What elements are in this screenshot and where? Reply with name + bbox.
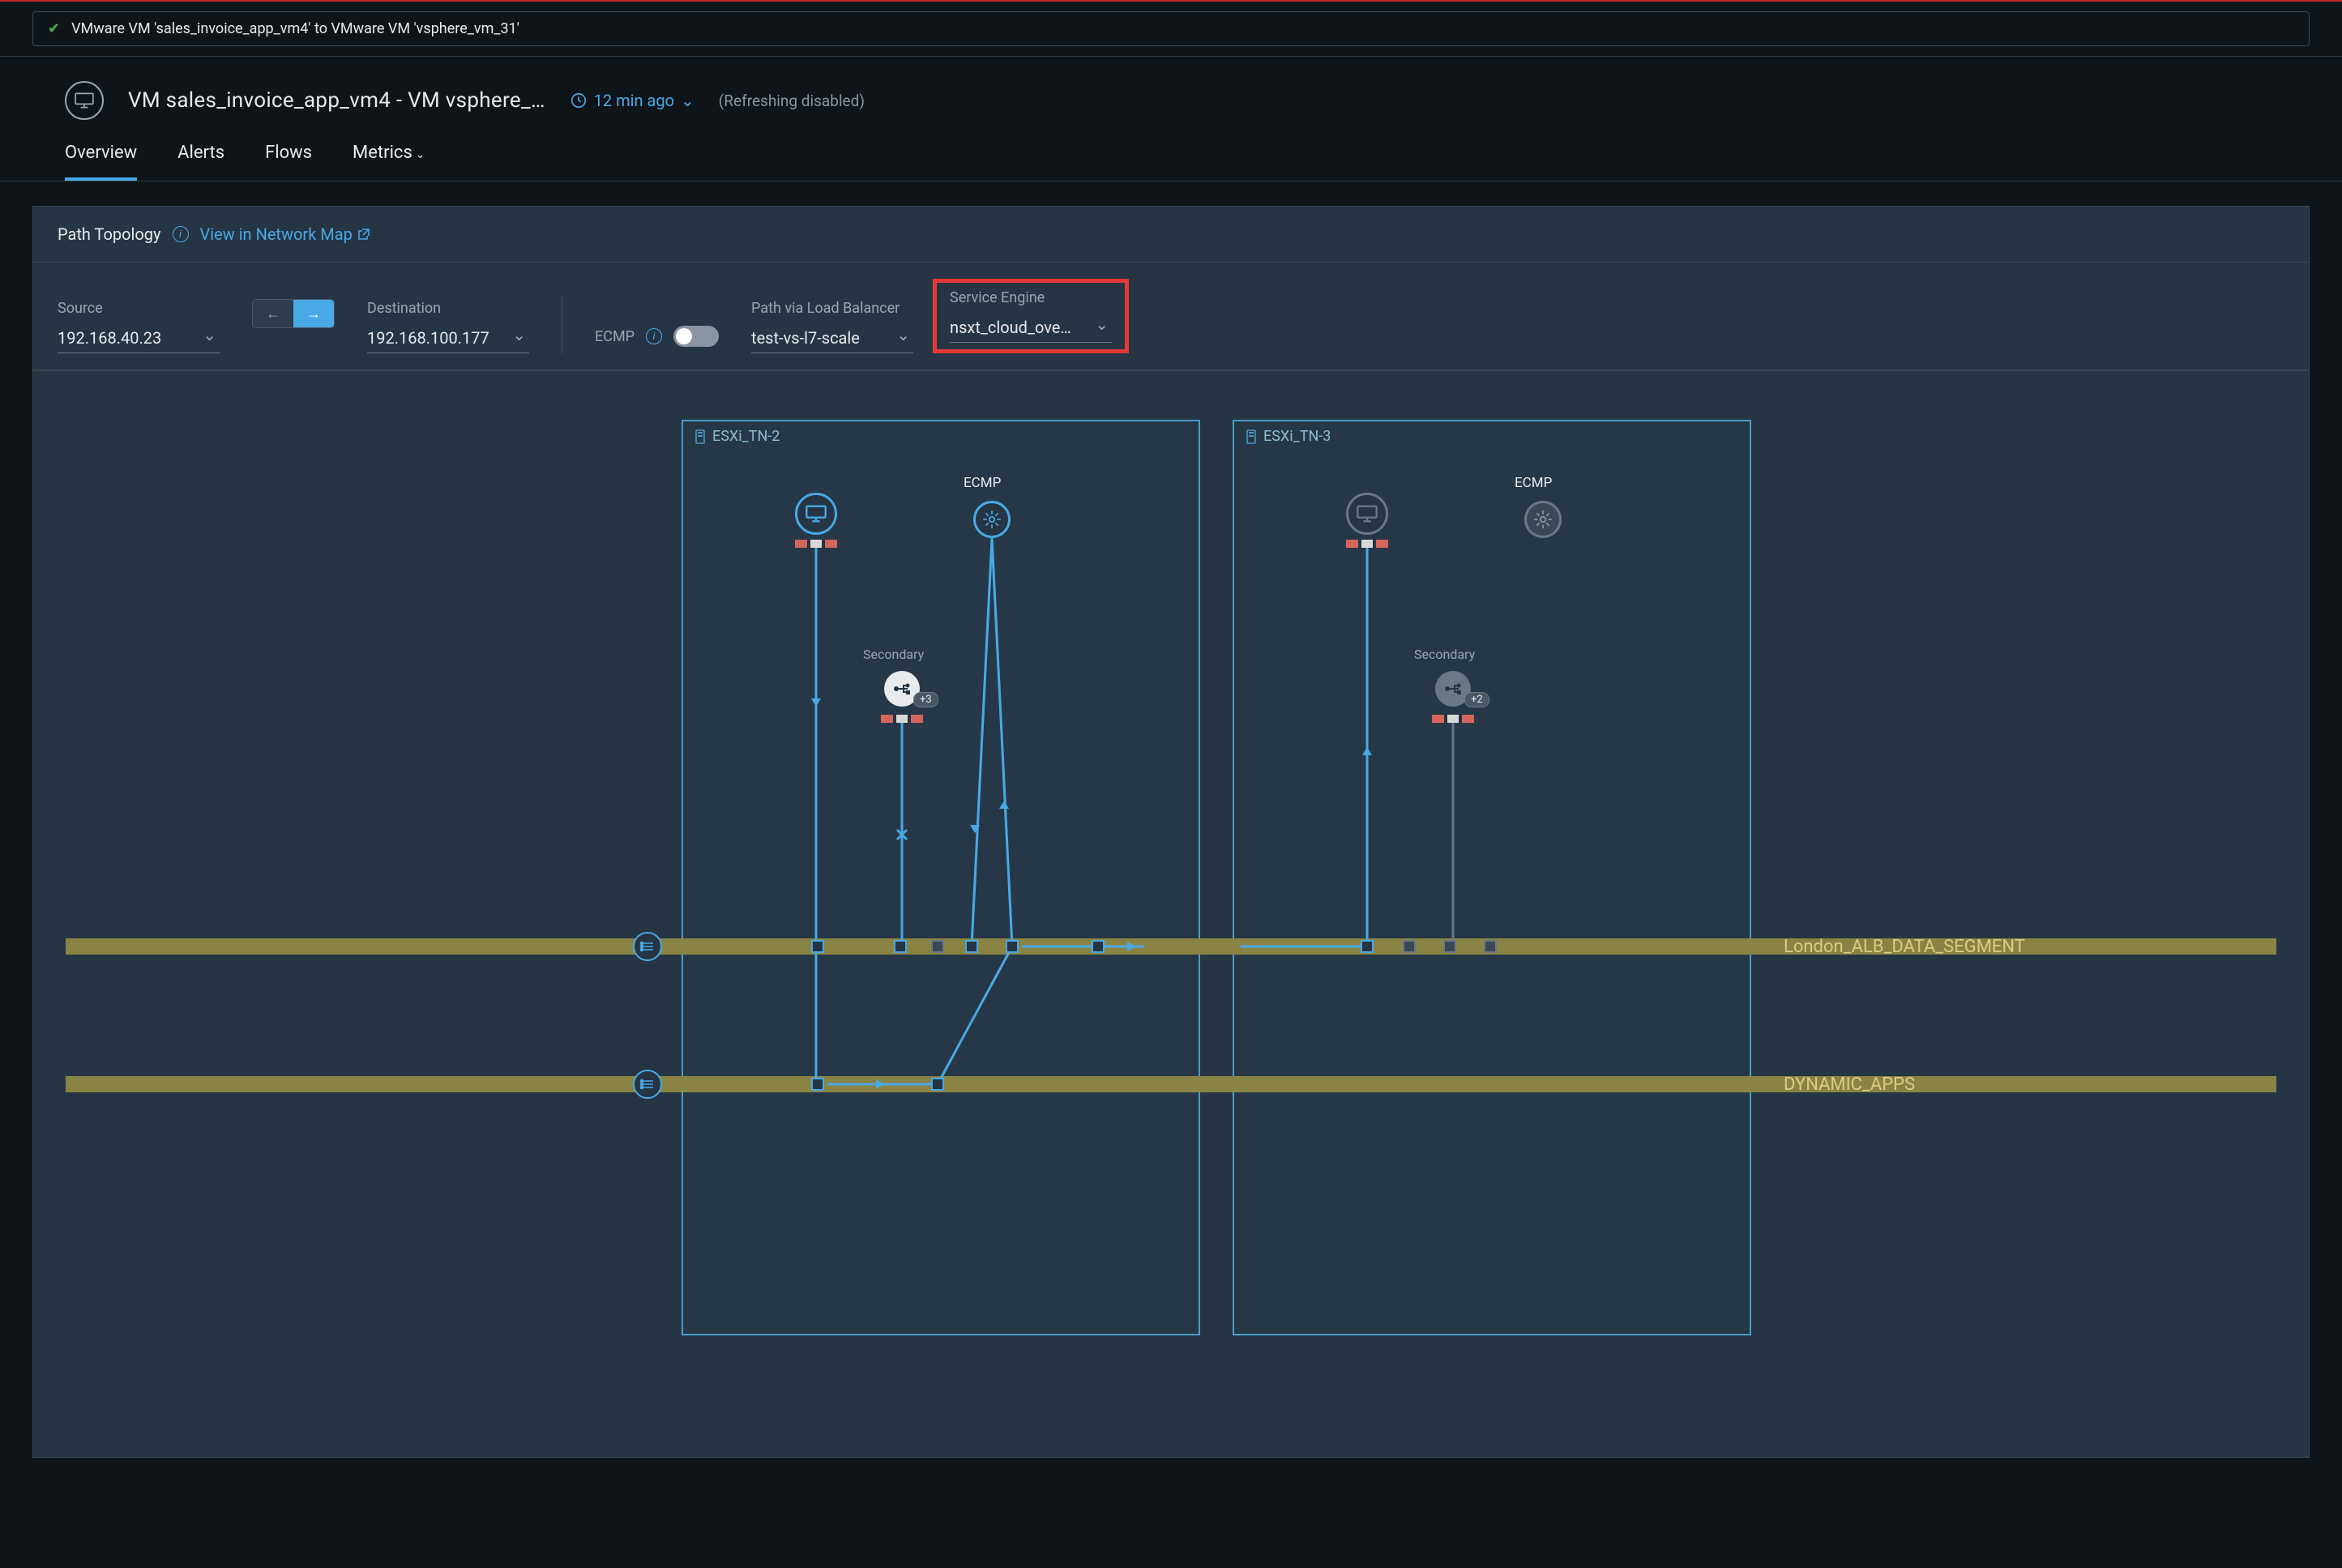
filter-bar: Source 192.168.40.23 ← → Destination 192… (33, 262, 2309, 371)
segment-label: London_ALB_DATA_SEGMENT (1784, 937, 2025, 957)
time-ago-text: 12 min ago (594, 91, 674, 110)
chevron-down-icon: ⌄ (416, 148, 425, 161)
check-icon: ✔ (48, 20, 60, 37)
info-icon[interactable]: i (173, 226, 189, 242)
host-box: ESXi_TN-3 (1233, 420, 1751, 1335)
port[interactable] (1403, 940, 1416, 953)
source-select[interactable]: 192.168.40.23 (58, 325, 220, 353)
ecmp-filter: ECMP i (595, 326, 719, 347)
host-header: ESXi_TN-3 (1234, 421, 1750, 451)
port[interactable] (1484, 940, 1497, 953)
tab-alerts[interactable]: Alerts (177, 143, 224, 181)
tab-overview[interactable]: Overview (65, 143, 137, 181)
page-header: VM sales_invoice_app_vm4 - VM vsphere_… … (0, 57, 2342, 128)
panel-header: Path Topology i View in Network Map (33, 207, 2309, 262)
breadcrumb-text: VMware VM 'sales_invoice_app_vm4' to VMw… (71, 20, 519, 37)
port[interactable] (965, 940, 978, 953)
topology-diagram: ESXi_TN-2 ESXi_TN-3 London_ALB_DATA_SEGMEN… (66, 420, 2276, 1425)
source-filter: Source 192.168.40.23 (58, 300, 220, 353)
port[interactable] (1361, 940, 1374, 953)
vm-node[interactable] (795, 493, 837, 535)
ecmp-toggle[interactable] (673, 326, 719, 347)
breadcrumb-bar: ✔ VMware VM 'sales_invoice_app_vm4' to V… (0, 2, 2342, 57)
port[interactable] (931, 940, 944, 953)
destination-select[interactable]: 192.168.100.177 (367, 325, 529, 353)
segment-band (66, 1076, 2276, 1092)
host-box: ESXi_TN-2 (682, 420, 1200, 1335)
path-lb-select[interactable]: test-vs-l7-scale (751, 325, 913, 353)
vm-node[interactable] (1346, 493, 1388, 535)
count-badge: +2 (1464, 692, 1489, 707)
vm-status-bar (795, 540, 837, 548)
time-ago-dropdown[interactable]: 12 min ago ⌄ (570, 91, 694, 110)
service-engine-highlight: Service Engine nsxt_cloud_ove… (933, 279, 1129, 353)
refresh-status: (Refreshing disabled) (719, 92, 865, 110)
ecmp-node[interactable] (973, 501, 1011, 538)
info-icon[interactable]: i (646, 328, 662, 344)
service-engine-select[interactable]: nsxt_cloud_ove… (950, 314, 1112, 343)
count-badge: +3 (913, 692, 938, 707)
tabs: Overview Alerts Flows Metrics⌄ (0, 128, 2342, 182)
chevron-down-icon: ⌄ (681, 91, 694, 110)
port[interactable] (1092, 940, 1105, 953)
destination-filter: Destination 192.168.100.177 (367, 300, 529, 353)
segment-icon[interactable] (633, 932, 662, 961)
port[interactable] (931, 1078, 944, 1091)
segment-label: DYNAMIC_APPS (1784, 1075, 1915, 1095)
secondary-label: Secondary (1414, 647, 1475, 662)
secondary-status-bar (881, 715, 923, 723)
external-link-icon (357, 228, 370, 241)
page-title: VM sales_invoice_app_vm4 - VM vsphere_… (128, 88, 545, 113)
port[interactable] (811, 940, 824, 953)
vm-status-bar (1346, 540, 1388, 548)
view-network-map-link[interactable]: View in Network Map (200, 224, 370, 244)
host-header: ESXi_TN-2 (683, 421, 1199, 451)
tab-flows[interactable]: Flows (265, 143, 312, 181)
service-engine-filter: Service Engine nsxt_cloud_ove… (950, 289, 1112, 343)
breadcrumb[interactable]: ✔ VMware VM 'sales_invoice_app_vm4' to V… (32, 11, 2310, 46)
port[interactable] (1443, 940, 1456, 953)
port[interactable] (811, 1078, 824, 1091)
service-engine-label: Service Engine (950, 289, 1112, 306)
direction-right-button[interactable]: → (293, 300, 334, 327)
vm-icon (65, 81, 104, 120)
source-label: Source (58, 300, 220, 317)
path-lb-label: Path via Load Balancer (751, 300, 913, 317)
destination-label: Destination (367, 300, 529, 317)
path-topology-panel: Path Topology i View in Network Map Sour… (32, 206, 2310, 1458)
direction-left-button[interactable]: ← (253, 300, 293, 327)
path-lb-filter: Path via Load Balancer test-vs-l7-scale (751, 300, 913, 353)
ecmp-label: ECMP (964, 475, 1001, 491)
direction-toggle: ← → (252, 299, 335, 328)
tab-metrics[interactable]: Metrics⌄ (353, 143, 425, 181)
secondary-status-bar (1432, 715, 1474, 723)
segment-icon[interactable] (633, 1070, 662, 1099)
clock-icon (570, 92, 588, 109)
port[interactable] (894, 940, 907, 953)
secondary-label: Secondary (863, 647, 924, 662)
ecmp-label: ECMP (595, 328, 635, 345)
ecmp-node[interactable] (1524, 501, 1562, 538)
port[interactable] (1006, 940, 1019, 953)
ecmp-label: ECMP (1515, 475, 1552, 491)
panel-title: Path Topology (58, 224, 161, 244)
